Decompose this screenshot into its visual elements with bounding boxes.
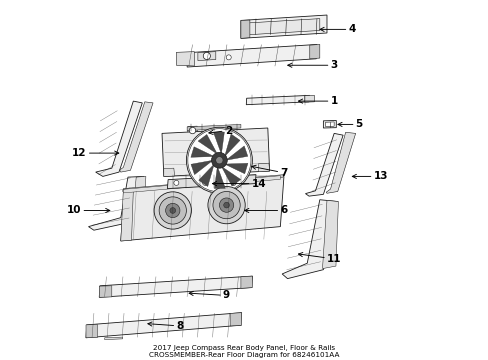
Text: 8: 8 bbox=[147, 321, 183, 331]
Polygon shape bbox=[121, 190, 133, 241]
Text: 14: 14 bbox=[212, 179, 266, 189]
Polygon shape bbox=[246, 95, 309, 105]
Polygon shape bbox=[167, 175, 255, 189]
Polygon shape bbox=[187, 125, 241, 131]
Circle shape bbox=[189, 127, 195, 134]
Polygon shape bbox=[325, 132, 355, 193]
Polygon shape bbox=[214, 166, 225, 189]
Polygon shape bbox=[121, 176, 284, 241]
Polygon shape bbox=[213, 132, 224, 154]
Polygon shape bbox=[305, 134, 343, 196]
Circle shape bbox=[154, 192, 191, 229]
Circle shape bbox=[211, 152, 227, 168]
Polygon shape bbox=[323, 121, 336, 128]
Polygon shape bbox=[190, 147, 214, 157]
Polygon shape bbox=[230, 313, 241, 326]
Circle shape bbox=[169, 208, 175, 213]
Circle shape bbox=[203, 52, 210, 59]
Polygon shape bbox=[187, 44, 316, 67]
Polygon shape bbox=[187, 126, 197, 135]
Text: 1: 1 bbox=[298, 96, 337, 106]
Polygon shape bbox=[221, 166, 240, 186]
Circle shape bbox=[223, 202, 229, 208]
Polygon shape bbox=[247, 19, 319, 35]
Circle shape bbox=[226, 55, 231, 60]
Polygon shape bbox=[122, 175, 284, 192]
Circle shape bbox=[159, 197, 186, 224]
Circle shape bbox=[212, 192, 240, 219]
Text: 2017 Jeep Compass Rear Body Panel, Floor & Rails
CROSSMEMBER-Rear Floor Diagram : 2017 Jeep Compass Rear Body Panel, Floor… bbox=[149, 345, 339, 358]
Polygon shape bbox=[99, 286, 112, 297]
Polygon shape bbox=[282, 200, 337, 279]
Polygon shape bbox=[104, 337, 122, 339]
Polygon shape bbox=[86, 324, 97, 338]
Circle shape bbox=[187, 129, 250, 192]
Text: 11: 11 bbox=[298, 252, 341, 264]
Text: 2: 2 bbox=[208, 126, 231, 135]
Text: 5: 5 bbox=[337, 120, 362, 129]
Polygon shape bbox=[241, 15, 326, 39]
Polygon shape bbox=[258, 163, 269, 172]
Circle shape bbox=[186, 127, 252, 193]
Polygon shape bbox=[123, 176, 280, 193]
Polygon shape bbox=[304, 95, 314, 102]
Polygon shape bbox=[325, 122, 333, 127]
Circle shape bbox=[231, 180, 236, 185]
Polygon shape bbox=[86, 313, 241, 338]
Polygon shape bbox=[88, 176, 144, 230]
Text: 3: 3 bbox=[287, 60, 337, 70]
Circle shape bbox=[204, 132, 211, 139]
Circle shape bbox=[165, 203, 180, 218]
Polygon shape bbox=[120, 102, 153, 172]
Circle shape bbox=[202, 180, 207, 185]
Text: 10: 10 bbox=[67, 206, 110, 216]
Polygon shape bbox=[225, 146, 247, 160]
Polygon shape bbox=[198, 164, 214, 186]
Polygon shape bbox=[241, 276, 252, 288]
Polygon shape bbox=[162, 128, 269, 176]
Polygon shape bbox=[132, 176, 145, 220]
Polygon shape bbox=[224, 163, 247, 174]
Polygon shape bbox=[163, 168, 174, 176]
Text: 9: 9 bbox=[189, 291, 230, 301]
Text: 13: 13 bbox=[351, 171, 387, 181]
Polygon shape bbox=[198, 135, 217, 154]
Text: 4: 4 bbox=[319, 24, 355, 35]
Circle shape bbox=[207, 186, 244, 224]
Polygon shape bbox=[176, 51, 194, 66]
Circle shape bbox=[219, 198, 233, 212]
Polygon shape bbox=[198, 51, 215, 60]
Polygon shape bbox=[322, 201, 338, 269]
Circle shape bbox=[174, 180, 179, 185]
Text: 6: 6 bbox=[244, 206, 287, 216]
Polygon shape bbox=[224, 134, 240, 157]
Polygon shape bbox=[99, 276, 252, 297]
Polygon shape bbox=[203, 131, 212, 140]
Text: 12: 12 bbox=[72, 148, 119, 158]
Text: 7: 7 bbox=[251, 165, 287, 178]
Polygon shape bbox=[241, 20, 249, 39]
Polygon shape bbox=[191, 160, 212, 175]
Polygon shape bbox=[96, 101, 142, 176]
Circle shape bbox=[215, 157, 223, 164]
Polygon shape bbox=[309, 44, 319, 59]
